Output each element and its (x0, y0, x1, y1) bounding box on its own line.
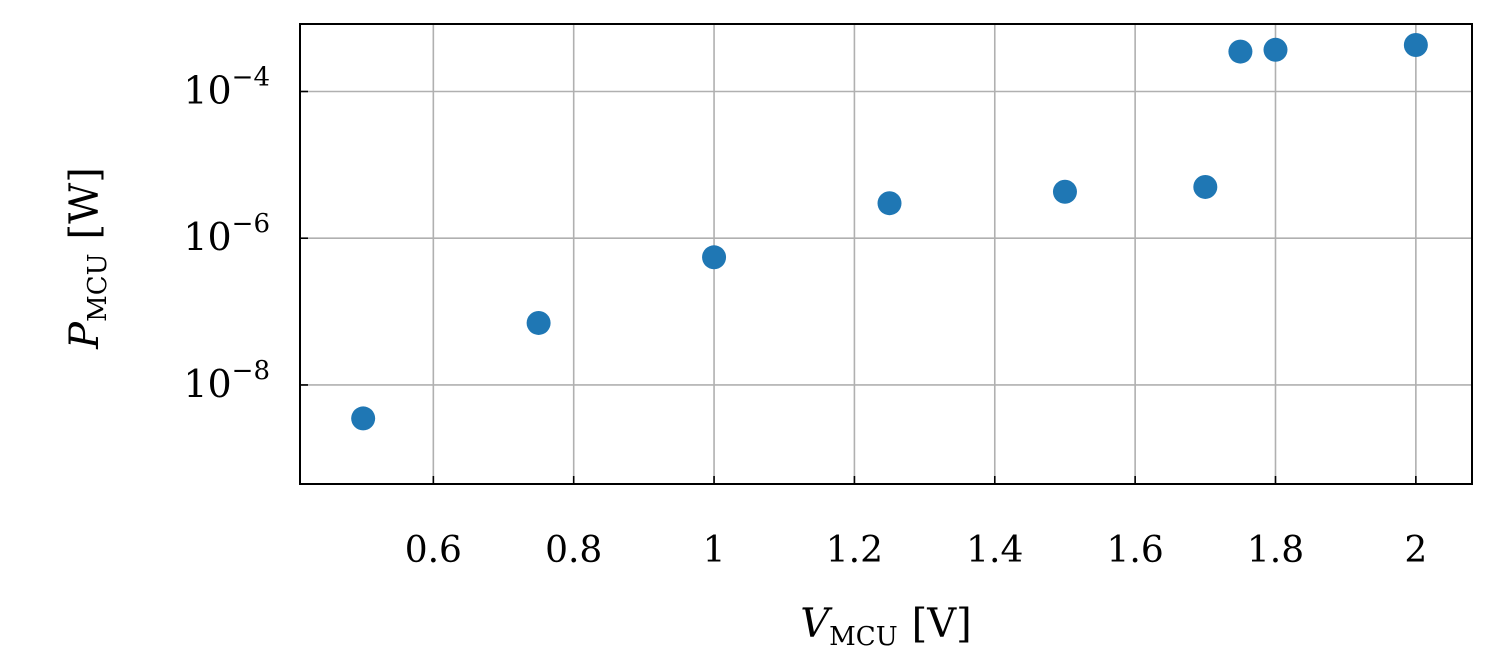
y-axis-symbol: P (62, 321, 108, 350)
data-point (1228, 39, 1253, 64)
x-tick-label: 1.8 (1247, 530, 1304, 571)
data-point (1263, 37, 1288, 62)
x-tick-label: 1 (703, 530, 726, 571)
data-points (351, 33, 1428, 431)
data-point (702, 245, 727, 270)
data-point (1193, 174, 1218, 199)
y-tick-label: 10−4 (183, 62, 270, 112)
y-tick-label: 10−6 (183, 209, 270, 259)
y-axis-subscript: MCU (83, 253, 113, 321)
x-tick-label: 1.4 (966, 530, 1023, 571)
data-point (877, 191, 902, 216)
y-axis-label: PMCU [W] (62, 167, 113, 350)
x-axis-symbol: V (800, 601, 833, 647)
axis-ticks: 0.6 0.8 1 1.2 1.4 1.6 1.8 2 10−8 10−6 10−4 (183, 62, 1427, 571)
plot-area-frame (299, 23, 1473, 485)
y-axis-unit: [W] (62, 167, 108, 239)
x-axis-unit: [V] (912, 601, 972, 647)
x-tick-label: 1.2 (826, 530, 883, 571)
x-tick-label: 1.6 (1107, 530, 1164, 571)
y-tick-label: 10−8 (183, 356, 270, 406)
data-point (351, 406, 376, 431)
x-tick-label: 0.8 (545, 530, 602, 571)
data-point (1403, 33, 1428, 58)
grid (300, 24, 1472, 484)
data-point (1052, 179, 1077, 204)
x-tick-label: 0.6 (405, 530, 462, 571)
data-point (526, 310, 551, 335)
x-axis-subscript: MCU (829, 622, 897, 652)
x-axis-label: VMCU [V] (800, 601, 971, 652)
x-tick-label: 2 (1404, 530, 1427, 571)
